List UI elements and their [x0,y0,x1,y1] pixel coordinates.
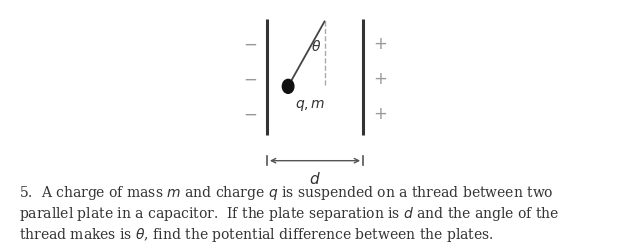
Text: $-$: $-$ [243,106,257,123]
Text: $+$: $+$ [373,106,387,123]
Text: parallel plate in a capacitor.  If the plate separation is $d$ and the angle of : parallel plate in a capacitor. If the pl… [19,205,559,223]
Circle shape [282,79,294,93]
Text: thread makes is $\theta$, find the potential difference between the plates.: thread makes is $\theta$, find the poten… [19,226,494,242]
Text: $\theta$: $\theta$ [311,39,321,54]
Text: $-$: $-$ [243,71,257,88]
Text: $d$: $d$ [309,171,321,187]
Text: $-$: $-$ [243,36,257,53]
Text: 5.  A charge of mass $m$ and charge $q$ is suspended on a thread between two: 5. A charge of mass $m$ and charge $q$ i… [19,184,554,202]
Text: $q, m$: $q, m$ [295,98,325,113]
Text: $+$: $+$ [373,36,387,53]
Text: $+$: $+$ [373,71,387,88]
